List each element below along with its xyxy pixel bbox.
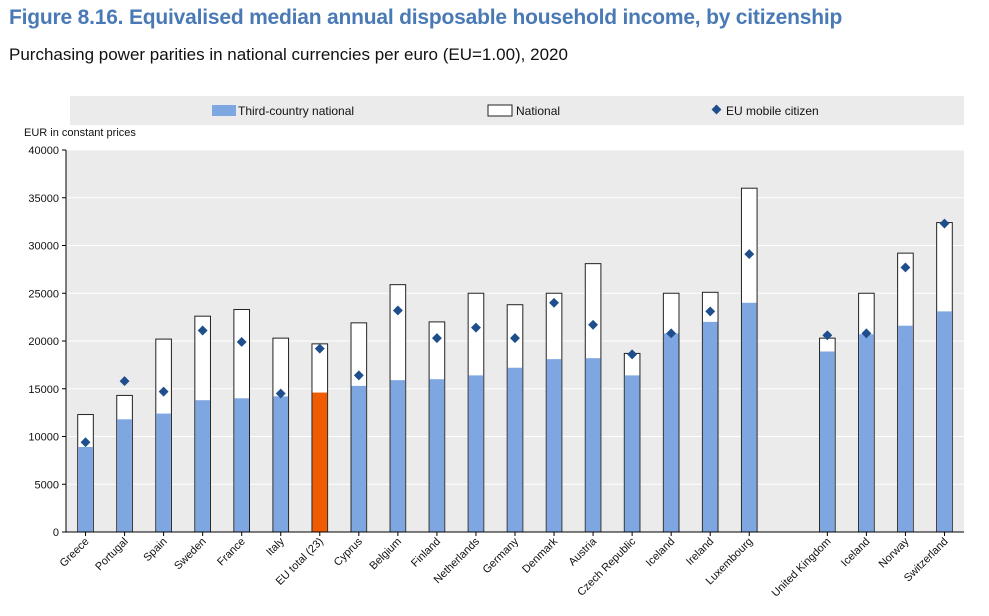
third-country-bar [820,351,835,532]
third-country-bar [546,359,562,532]
y-axis-label: EUR in constant prices [24,127,136,139]
eu-mobile-marker [275,388,286,399]
third-country-bar [859,334,874,532]
third-country-bar [117,419,132,532]
figure-subtitle: Purchasing power parities in national cu… [9,45,568,64]
third-country-bar [390,380,406,532]
legend-marker-eu-mobile [711,104,722,115]
y-tick-label: 35000 [28,193,59,205]
eu-mobile-marker [158,386,169,397]
third-country-bar [468,375,484,532]
eu-mobile-marker [822,330,833,341]
third-country-bar [156,413,171,532]
third-country-bar [507,367,523,532]
legend-label-third-country: Third-country national [238,104,354,118]
x-tick-label: France [215,536,248,569]
third-country-bar [312,392,328,532]
eu-mobile-marker [705,306,716,317]
x-tick-label: Cyprus [332,535,365,568]
y-tick-label: 10000 [28,432,59,444]
third-country-bar [663,333,679,532]
y-tick-label: 20000 [28,336,59,348]
x-tick-label: Iceland [839,536,873,570]
bars [77,187,953,533]
third-country-bar [78,447,93,532]
eu-mobile-marker [471,322,481,333]
x-tick-label: Iceland [644,536,678,570]
x-tick-label: Portugal [93,536,130,573]
third-country-bar [429,379,445,532]
eu-mobile-marker [939,218,950,229]
y-tick-label: 30000 [28,241,59,253]
figure-title: Figure 8.16. Equivalised median annual d… [9,6,843,29]
third-country-bar [195,400,210,532]
y-axis-ticks: 0 5000 10000 15000 20000 25000 30000 35000 40000 [28,145,66,539]
eu-mobile-marker [314,343,325,354]
third-country-bar [351,385,367,532]
x-tick-label: Sweden [172,536,209,573]
y-tick-label: 40000 [28,145,59,157]
eu-mobile-marker [588,319,599,330]
y-tick-label: 25000 [28,288,59,300]
third-country-bar [585,358,601,532]
eu-mobile-marker [900,262,911,273]
x-tick-label: United Kingdom [770,536,834,600]
eu-mobile-marker [236,337,247,347]
x-tick-label: Spain [141,536,169,564]
eu-mobile-marker [431,333,442,344]
x-tick-label: Denmark [520,535,560,575]
eu-mobile-marker [510,333,520,344]
markers [80,218,950,448]
legend: Third-country national National EU mobil… [212,104,819,118]
eu-mobile-marker [353,370,364,381]
legend-swatch-national [487,104,513,117]
third-country-bar [624,375,640,532]
x-tick-label: Italy [264,535,287,558]
x-tick-label: Austria [567,535,600,568]
eu-mobile-marker [627,349,638,360]
third-country-bar [273,396,289,532]
third-country-bar [898,325,913,532]
third-country-bar [234,398,250,532]
eu-mobile-marker [861,328,872,339]
y-tick-label: 0 [53,527,59,539]
x-tick-label: Belgium [367,536,404,573]
x-tick-label: Greece [58,536,92,570]
third-country-bar [937,311,952,532]
legend-swatch-third-country [212,105,236,116]
eu-mobile-marker [744,249,755,260]
eu-mobile-marker [549,297,559,308]
legend-label-eu-mobile: EU mobile citizen [726,104,819,118]
y-tick-label: 15000 [28,384,59,396]
y-tick-label: 5000 [35,479,59,491]
third-country-bar [702,321,718,532]
third-country-bar [741,302,757,532]
x-tick-label: Germany [481,535,522,576]
x-tick-label: Norway [877,535,912,570]
legend-label-national: National [516,104,560,118]
eu-mobile-marker [666,328,677,339]
x-tick-label: Ireland [684,536,716,568]
x-tick-label: Finland [409,536,443,570]
eu-mobile-marker [392,305,403,316]
eu-mobile-marker [197,325,208,336]
